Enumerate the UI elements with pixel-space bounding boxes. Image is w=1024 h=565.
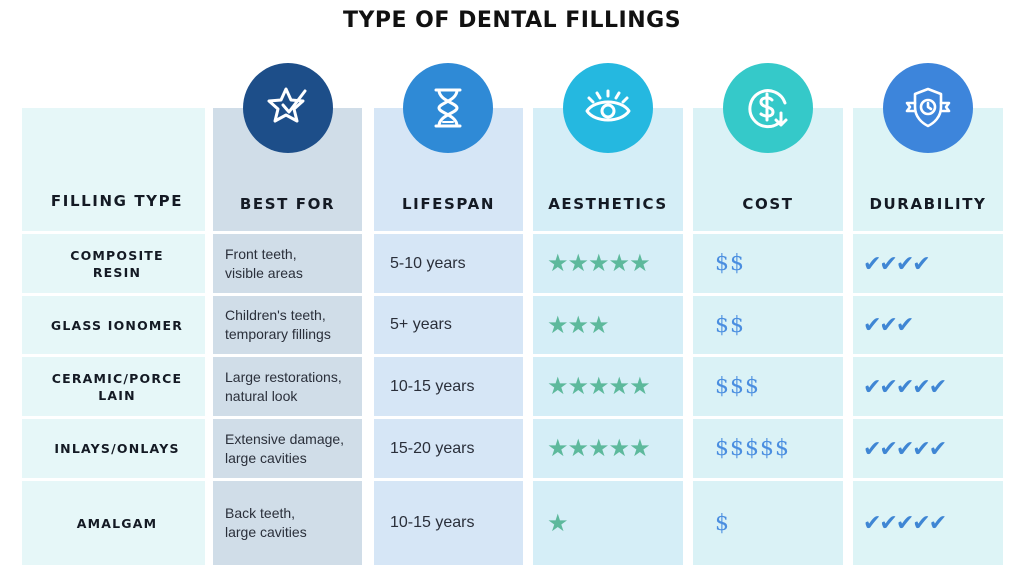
filling-type-cell: INLAYS/ONLAYS [54, 441, 180, 456]
aesthetics-stars: ★★★ [547, 311, 610, 339]
best-for-cell: Extensive damage, large cavities [225, 430, 345, 466]
column-aesthetics [533, 108, 683, 565]
row-divider [22, 354, 1003, 357]
star-check-icon [243, 63, 333, 153]
filling-type-cell: CERAMIC/PORCE LAIN [51, 370, 183, 403]
best-for-cell: Front teeth, visible areas [225, 245, 303, 281]
column-best-for [213, 108, 362, 565]
column-filling-type [22, 108, 205, 565]
column-lifespan [374, 108, 523, 565]
best-for-cell: Back teeth, large cavities [225, 505, 307, 540]
filling-type-cell: GLASS IONOMER [50, 317, 184, 333]
column-durability [853, 108, 1003, 565]
lifespan-cell: 5+ years [390, 316, 452, 333]
aesthetics-stars: ★ [547, 509, 568, 537]
row-divider [22, 478, 1003, 481]
filling-type-cell: COMPOSITE RESIN [70, 247, 164, 280]
header-lifespan: LIFESPAN [401, 195, 495, 213]
cost-dollars: $$ [715, 312, 745, 338]
aesthetics-stars: ★★★★★ [547, 250, 651, 277]
column-cost [693, 108, 843, 565]
header-filling-type: FILLING TYPE [50, 192, 184, 210]
dollar-cycle-icon [723, 63, 813, 153]
best-for-cell: Children's teeth, temporary fillings [225, 307, 331, 342]
filling-type-cell: AMALGAM [76, 515, 158, 531]
page-title: TYPE OF DENTAL FILLINGS [342, 8, 682, 33]
row-divider [22, 293, 1003, 296]
header-durability: DURABILITY [869, 195, 987, 213]
header-cost: COST [742, 195, 794, 213]
aesthetics-stars: ★★★★★ [547, 373, 651, 400]
row-divider [22, 231, 1003, 234]
lifespan-cell: 5-10 years [390, 254, 466, 272]
lifespan-cell: 15-20 years [390, 439, 475, 457]
best-for-cell: Large restorations, natural look [225, 368, 342, 404]
header-aesthetics: AESTHETICS [548, 195, 668, 213]
lifespan-cell: 10-15 years [390, 377, 475, 395]
shield-clock-icon [883, 63, 973, 153]
cost-dollars: $$ [715, 251, 745, 276]
durability-checks: ✔✔✔✔ [863, 250, 931, 276]
aesthetics-stars: ★★★★★ [547, 435, 651, 462]
lifespan-cell: 10-15 years [390, 514, 475, 531]
header-best-for: BEST FOR [239, 195, 336, 213]
durability-checks: ✔✔✔✔✔ [863, 510, 947, 535]
cost-dollars: $ [715, 510, 730, 536]
durability-checks: ✔✔✔ [863, 312, 914, 337]
row-divider [22, 416, 1003, 419]
eye-icon [563, 63, 653, 153]
hourglass-icon [403, 63, 493, 153]
cost-dollars: $$$$$ [715, 436, 790, 461]
cost-dollars: $$$ [715, 374, 760, 399]
durability-checks: ✔✔✔✔✔ [863, 435, 947, 461]
durability-checks: ✔✔✔✔✔ [863, 373, 947, 399]
